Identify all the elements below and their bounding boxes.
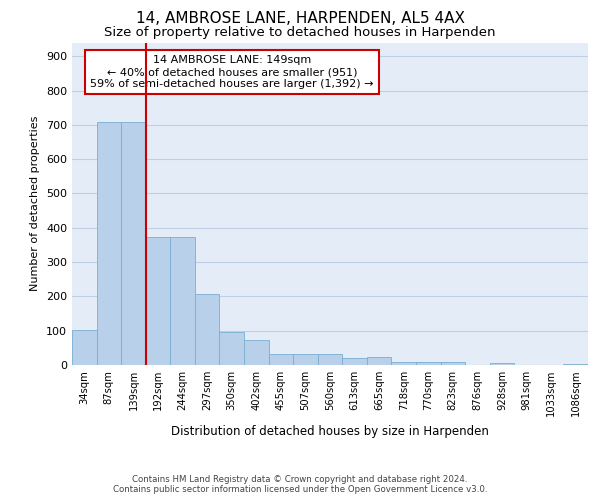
Bar xyxy=(367,358,391,365)
Bar xyxy=(293,354,318,365)
Y-axis label: Number of detached properties: Number of detached properties xyxy=(31,116,40,292)
Bar xyxy=(416,362,440,365)
Bar xyxy=(318,354,342,365)
Bar xyxy=(269,354,293,365)
X-axis label: Distribution of detached houses by size in Harpenden: Distribution of detached houses by size … xyxy=(171,424,489,438)
Text: Size of property relative to detached houses in Harpenden: Size of property relative to detached ho… xyxy=(104,26,496,39)
Bar xyxy=(121,122,146,365)
Bar xyxy=(342,358,367,365)
Bar xyxy=(220,332,244,365)
Bar xyxy=(195,294,220,365)
Bar xyxy=(490,362,514,365)
Bar xyxy=(391,362,416,365)
Bar xyxy=(440,362,465,365)
Text: 14 AMBROSE LANE: 149sqm
← 40% of detached houses are smaller (951)
59% of semi-d: 14 AMBROSE LANE: 149sqm ← 40% of detache… xyxy=(90,56,374,88)
Bar xyxy=(563,364,588,365)
Bar xyxy=(170,238,195,365)
Bar xyxy=(146,238,170,365)
Text: Contains HM Land Registry data © Crown copyright and database right 2024.
Contai: Contains HM Land Registry data © Crown c… xyxy=(113,474,487,494)
Bar xyxy=(97,122,121,365)
Bar xyxy=(72,330,97,365)
Bar xyxy=(244,340,269,365)
Text: 14, AMBROSE LANE, HARPENDEN, AL5 4AX: 14, AMBROSE LANE, HARPENDEN, AL5 4AX xyxy=(136,11,464,26)
